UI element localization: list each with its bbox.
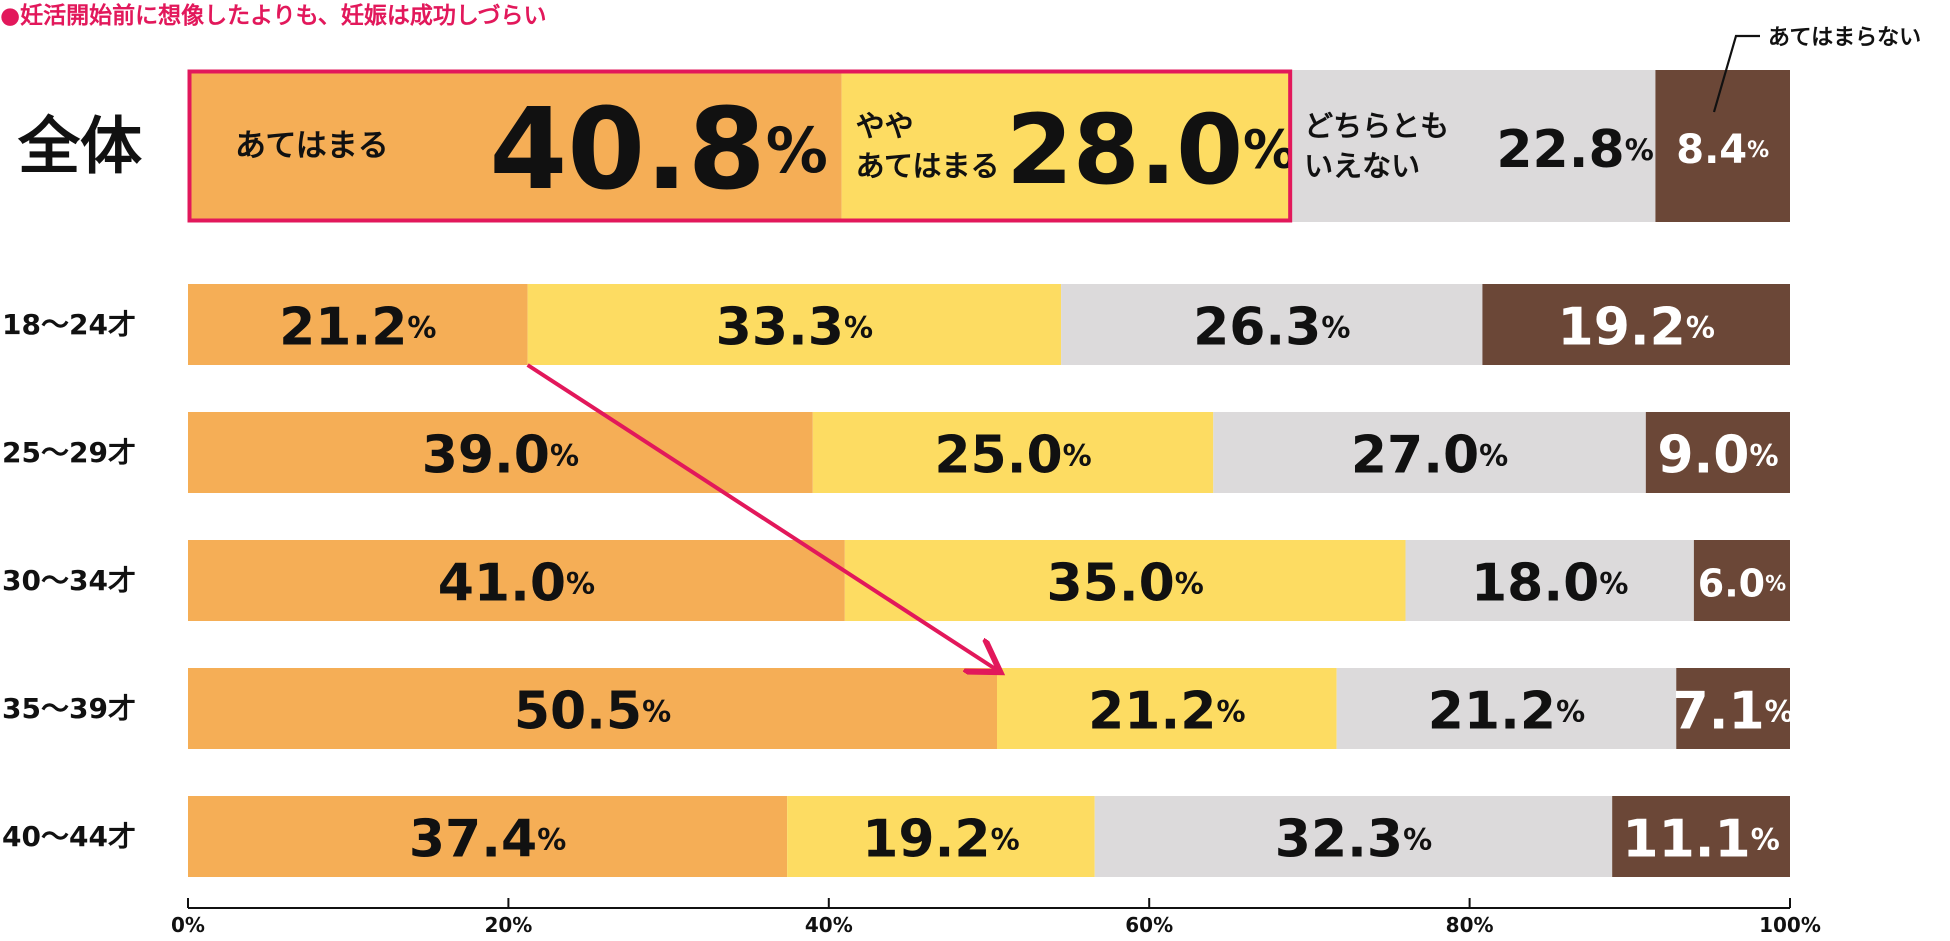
value-label: 27.0%	[1351, 426, 1508, 486]
bar-segment-atehamaranai	[1693, 540, 1790, 621]
value-label: 50.5%	[514, 682, 671, 742]
bar-segment-dochiratomo	[1290, 70, 1656, 222]
bar-segment-dochiratomo	[1405, 540, 1694, 621]
value-label: 11.1%	[1622, 810, 1779, 870]
value-label: 18.0%	[1471, 554, 1628, 614]
value-label: 41.0%	[438, 554, 595, 614]
bar-segment-dochiratomo	[1061, 284, 1483, 365]
value-label: 28.0%	[1006, 94, 1296, 206]
value-label: 32.3%	[1275, 810, 1432, 870]
highlight-box	[187, 69, 1293, 223]
category-label: 40〜44才	[2, 820, 136, 853]
value-label: 25.0%	[934, 426, 1091, 486]
segment-category-text: いえない	[1304, 149, 1420, 183]
bar-segment-atehamaranai	[1612, 796, 1790, 877]
value-label: 22.8%	[1496, 120, 1653, 180]
bar-segment-dochiratomo	[1094, 796, 1613, 877]
bar-segment-atehamaru	[188, 540, 845, 621]
category-label: 35〜39才	[2, 692, 136, 725]
x-tick-label: 100%	[1759, 913, 1821, 937]
value-label: 19.2%	[1558, 298, 1715, 358]
bar-segment-dochiratomo	[1213, 412, 1646, 493]
bar-segment-atehamaru	[188, 284, 528, 365]
value-label: 35.0%	[1046, 554, 1203, 614]
bar-segment-yaya-atehamaru	[844, 540, 1406, 621]
chart-title: ●妊活開始前に想像したよりも、妊娠は成功しづらい	[0, 2, 547, 29]
x-tick-label: 80%	[1446, 913, 1494, 937]
category-label: 全体	[17, 110, 142, 183]
bar-segment-dochiratomo	[1336, 668, 1677, 749]
annotations-group: あてはまらない	[187, 26, 1921, 671]
value-label: 39.0%	[422, 426, 579, 486]
bar-segment-atehamaranai	[1655, 70, 1790, 222]
callout-leader-line	[1712, 34, 1760, 113]
category-label: 30〜34才	[2, 564, 136, 597]
bar-segment-atehamaru	[188, 796, 788, 877]
bar-segment-atehamaranai	[1676, 668, 1790, 749]
bar-segment-atehamaranai	[1645, 412, 1790, 493]
x-tick-label: 20%	[484, 913, 532, 937]
value-label: 21.2%	[1088, 682, 1245, 742]
category-label: 18〜24才	[2, 308, 136, 341]
value-label: 40.8%	[489, 85, 827, 215]
x-tick-label: 60%	[1125, 913, 1173, 937]
value-label: 21.2%	[279, 298, 436, 358]
segment-category-text: やや	[856, 109, 914, 143]
segment-category-text: あてはまる	[235, 128, 389, 164]
value-label: 21.2%	[1428, 682, 1585, 742]
trend-arrow	[526, 363, 997, 670]
series-callout-label: あてはまらない	[1768, 26, 1921, 51]
bar-segment-yaya-atehamaru	[787, 796, 1095, 877]
bar-segment-atehamaru	[188, 668, 998, 749]
value-label: 26.3%	[1193, 298, 1350, 358]
value-label: 19.2%	[862, 810, 1019, 870]
x-tick-label: 40%	[805, 913, 853, 937]
value-label: 7.1%	[1673, 682, 1794, 742]
bar-segment-atehamaru	[188, 412, 813, 493]
value-label: 9.0%	[1657, 426, 1778, 486]
value-label: 6.0%	[1698, 562, 1786, 606]
bar-segment-yaya-atehamaru	[841, 70, 1291, 222]
x-axis: 0% 20% 40% 60% 80% 100%	[171, 898, 1821, 937]
value-label: 8.4%	[1676, 127, 1769, 173]
category-label: 25〜29才	[2, 436, 136, 469]
bar-segment-yaya-atehamaru	[527, 284, 1062, 365]
value-label: 37.4%	[409, 810, 566, 870]
bar-segment-atehamaranai	[1482, 284, 1790, 365]
bar-segment-yaya-atehamaru	[812, 412, 1214, 493]
value-label: 33.3%	[716, 298, 873, 358]
segment-category-text: あてはまる	[856, 149, 1000, 183]
bar-segment-atehamaru	[188, 70, 842, 222]
segment-category-text: どちらとも	[1304, 109, 1449, 143]
bar-segment-yaya-atehamaru	[997, 668, 1337, 749]
x-tick-label: 0%	[171, 913, 205, 937]
